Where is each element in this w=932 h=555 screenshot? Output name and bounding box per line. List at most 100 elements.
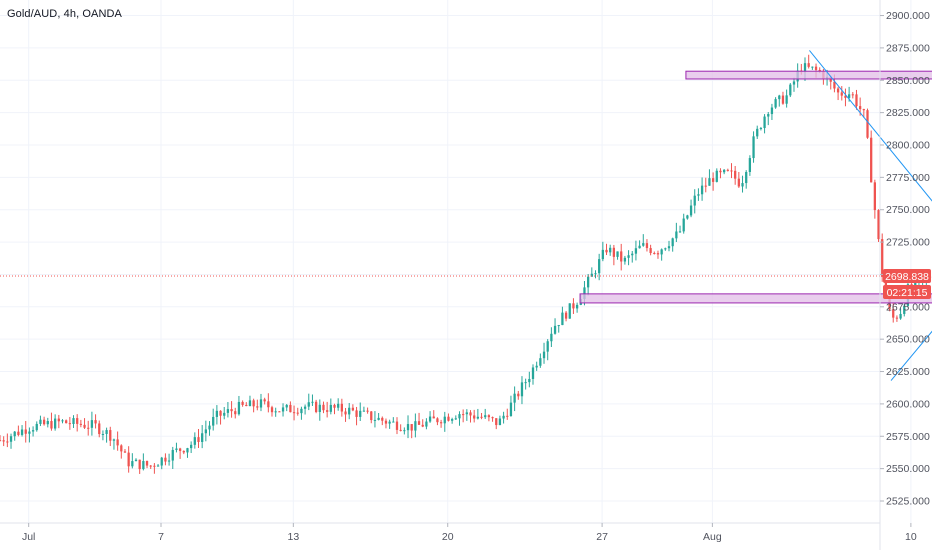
candle-down xyxy=(491,417,494,419)
candle-down xyxy=(469,412,472,416)
candle-up xyxy=(745,171,748,184)
candle-up xyxy=(377,417,380,420)
candle-up xyxy=(756,128,759,137)
symbol-title[interactable]: Gold/AUD, 4h, OANDA xyxy=(7,8,122,20)
candle-down xyxy=(506,415,509,417)
candle-up xyxy=(664,248,667,250)
candle-down xyxy=(645,243,649,249)
candle-up xyxy=(513,393,516,403)
candle-up xyxy=(708,178,711,186)
candle-up xyxy=(105,430,108,434)
candle-up xyxy=(193,437,196,445)
candle-down xyxy=(421,424,424,427)
candle-down xyxy=(289,404,292,413)
candle-up xyxy=(28,431,31,434)
candle-up xyxy=(847,94,851,98)
candle-up xyxy=(748,158,752,172)
candle-down xyxy=(895,317,899,319)
candle-down xyxy=(704,185,707,187)
x-tick-label: 10 xyxy=(905,531,917,543)
last-price-label: 2698.838 xyxy=(885,271,929,283)
candle-down xyxy=(17,431,20,435)
candle-up xyxy=(509,402,513,417)
candle-down xyxy=(256,406,259,408)
candle-up xyxy=(553,325,557,334)
candle-down xyxy=(462,414,465,416)
y-tick-label: 2525.000 xyxy=(886,495,930,507)
candle-up xyxy=(774,99,777,108)
candle-down xyxy=(267,401,270,408)
candle-down xyxy=(87,427,90,429)
candle-down xyxy=(98,423,101,435)
candle-down xyxy=(164,457,167,462)
candle-down xyxy=(326,410,329,412)
candle-up xyxy=(590,273,593,277)
candle-down xyxy=(153,465,156,467)
candle-up xyxy=(675,231,678,239)
candle-down xyxy=(495,418,498,426)
candle-up xyxy=(20,429,24,435)
candle-up xyxy=(631,253,634,256)
time-axis[interactable]: Jul7132027Aug101724Sep7 xyxy=(22,523,932,543)
candle-up xyxy=(61,420,64,422)
candle-up xyxy=(476,416,480,419)
candle-down xyxy=(653,253,656,255)
candle-up xyxy=(285,404,288,408)
candle-up xyxy=(281,407,285,412)
candle-down xyxy=(844,95,847,98)
candle-up xyxy=(39,419,42,424)
candle-up xyxy=(403,430,406,432)
candle-up xyxy=(414,421,417,431)
candle-down xyxy=(859,106,862,110)
candle-down xyxy=(292,412,296,414)
candle-down xyxy=(833,81,836,89)
candle-down xyxy=(814,66,818,70)
candle-down xyxy=(245,404,248,407)
candle-down xyxy=(877,210,880,240)
candle-down xyxy=(76,418,79,424)
candle-down xyxy=(410,424,413,431)
candle-down xyxy=(197,437,200,442)
y-tick-label: 2850.000 xyxy=(886,75,930,87)
candle-up xyxy=(763,116,766,129)
candle-up xyxy=(167,460,171,462)
grid-lines xyxy=(0,0,912,523)
candle-up xyxy=(770,107,774,115)
candle-up xyxy=(642,243,645,246)
candle-down xyxy=(873,182,876,211)
candle-up xyxy=(318,404,321,413)
candle-up xyxy=(914,281,917,288)
candle-up xyxy=(237,401,241,415)
candle-down xyxy=(366,410,369,412)
price-axis[interactable]: 2525.000 2550.000 2575.000 2600.000 2625.000… xyxy=(880,10,930,507)
candle-up xyxy=(13,431,16,437)
candle-up xyxy=(31,430,35,432)
countdown-badge-bg xyxy=(883,285,931,299)
candle-down xyxy=(278,411,281,413)
drawings[interactable] xyxy=(579,50,932,381)
y-tick-label: 2825.000 xyxy=(886,107,930,119)
candle-up xyxy=(425,421,428,427)
candle-down xyxy=(123,451,127,453)
candle-up xyxy=(741,183,744,187)
x-tick-label: 20 xyxy=(442,531,454,543)
candle-up xyxy=(300,408,303,414)
resistance-zone xyxy=(685,70,932,80)
candle-up xyxy=(131,461,134,467)
candle-up xyxy=(678,231,682,233)
candle-down xyxy=(109,430,112,441)
candle-up xyxy=(498,418,502,426)
candle-up xyxy=(9,436,13,442)
y-tick-label: 2900.000 xyxy=(886,10,930,22)
x-tick-label: Jul xyxy=(22,531,35,543)
candle-up xyxy=(454,418,457,420)
candle-up xyxy=(142,461,145,470)
candle-up xyxy=(811,66,814,68)
candle-down xyxy=(866,110,869,138)
candle-up xyxy=(215,410,219,417)
y-tick-label: 2625.000 xyxy=(886,366,930,378)
candle-down xyxy=(612,247,616,257)
y-tick-label: 2875.000 xyxy=(886,42,930,54)
